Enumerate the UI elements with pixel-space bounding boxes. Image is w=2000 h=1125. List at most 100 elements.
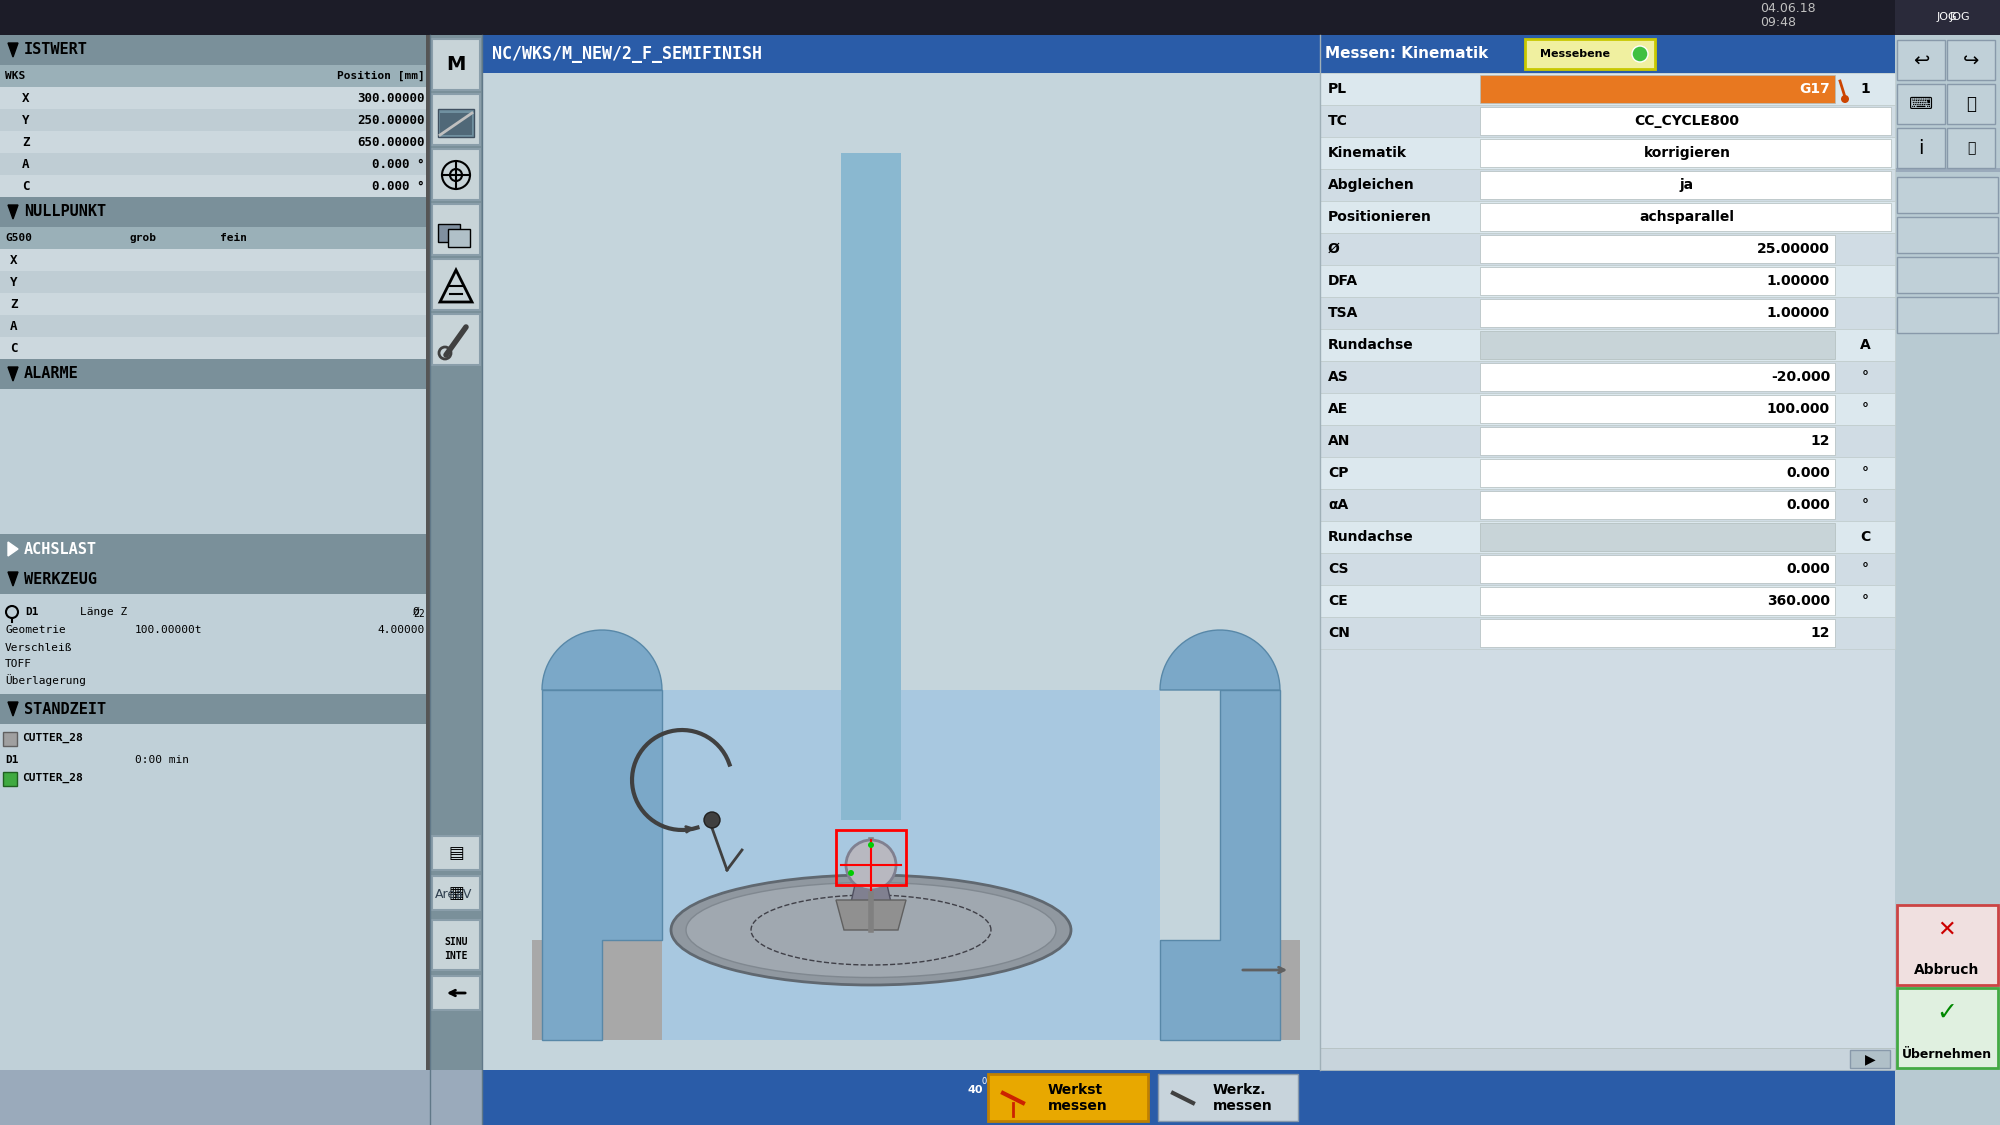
Text: ▶: ▶: [1864, 1052, 1876, 1066]
Bar: [426, 594, 430, 694]
Bar: [1320, 73, 1896, 105]
Text: Messen: Kinematik: Messen: Kinematik: [1324, 46, 1488, 62]
Bar: [1320, 457, 1896, 489]
Bar: [1320, 425, 1896, 457]
Circle shape: [848, 870, 854, 876]
Text: 0.000: 0.000: [1786, 498, 1830, 512]
Bar: [1896, 168, 2000, 172]
Bar: [432, 976, 480, 1010]
Bar: [1480, 587, 1836, 615]
Text: WERKZEUG: WERKZEUG: [24, 572, 96, 586]
Bar: [426, 292, 430, 315]
Bar: [1320, 35, 1896, 73]
Text: AS: AS: [1328, 370, 1348, 384]
Text: A: A: [22, 158, 30, 171]
Text: ✕: ✕: [1938, 920, 1956, 940]
Text: 09:48: 09:48: [1760, 17, 1796, 29]
Bar: [0, 35, 430, 65]
Bar: [0, 197, 430, 227]
Text: TOFF: TOFF: [4, 659, 32, 669]
Text: A: A: [1860, 338, 1870, 352]
Bar: [1480, 75, 1836, 104]
Bar: [1320, 233, 1896, 266]
Bar: [0, 227, 430, 249]
Bar: [426, 35, 430, 65]
Bar: [432, 920, 480, 970]
Polygon shape: [836, 900, 906, 930]
Bar: [0, 1070, 482, 1125]
Polygon shape: [1160, 630, 1280, 690]
Text: 📷: 📷: [1966, 141, 1976, 155]
Bar: [426, 130, 430, 153]
Text: 0.000 °: 0.000 °: [372, 180, 424, 192]
Circle shape: [1840, 94, 1848, 104]
Text: fein: fein: [220, 233, 248, 243]
Polygon shape: [8, 43, 18, 57]
Bar: [0, 292, 430, 315]
Polygon shape: [1160, 690, 1280, 1040]
Bar: [0, 271, 430, 292]
Text: Rundachse: Rundachse: [1328, 338, 1414, 352]
Text: Abgleichen: Abgleichen: [1328, 178, 1414, 192]
Bar: [1480, 490, 1836, 519]
Text: CUTTER_28: CUTTER_28: [22, 732, 82, 744]
Bar: [1320, 105, 1896, 137]
Text: Übernehmen: Übernehmen: [1902, 1048, 1992, 1062]
Bar: [1320, 297, 1896, 328]
Text: Werkst: Werkst: [1048, 1083, 1104, 1097]
Bar: [426, 724, 430, 1070]
Text: CP: CP: [1328, 466, 1348, 480]
Text: 22: 22: [414, 609, 424, 619]
Text: 300.00000: 300.00000: [358, 91, 424, 105]
Bar: [426, 227, 430, 249]
Bar: [1896, 0, 2000, 35]
Bar: [448, 229, 470, 248]
Bar: [482, 1070, 1896, 1125]
Bar: [1320, 616, 1896, 649]
Text: °: °: [1862, 370, 1868, 384]
Text: CS: CS: [1328, 562, 1348, 576]
Bar: [1320, 169, 1896, 201]
Bar: [1480, 140, 1892, 166]
Text: M: M: [446, 55, 466, 74]
Bar: [430, 35, 482, 1125]
Text: NULLPUNKT: NULLPUNKT: [24, 205, 106, 219]
Text: ✓: ✓: [1936, 1001, 1958, 1025]
Bar: [1896, 256, 1998, 292]
Text: SINU: SINU: [444, 937, 468, 947]
Text: -20.000: -20.000: [1770, 370, 1830, 384]
Text: 1.00000: 1.00000: [1766, 306, 1830, 319]
Text: °: °: [1862, 562, 1868, 576]
Text: G17: G17: [1800, 82, 1830, 96]
Bar: [1480, 459, 1836, 487]
Text: 4.00000: 4.00000: [378, 626, 424, 634]
Text: CE: CE: [1328, 594, 1348, 608]
Text: Positionieren: Positionieren: [1328, 210, 1432, 224]
Circle shape: [442, 161, 470, 189]
Bar: [0, 0, 2000, 35]
Text: NC/WKS/M_NEW/2_F_SEMIFINISH: NC/WKS/M_NEW/2_F_SEMIFINISH: [492, 45, 762, 63]
Bar: [426, 249, 430, 271]
Text: X: X: [10, 253, 18, 267]
Bar: [0, 359, 430, 389]
Bar: [1320, 1048, 1896, 1070]
Bar: [1480, 395, 1836, 423]
Polygon shape: [542, 630, 662, 690]
Text: 1: 1: [1860, 82, 1870, 96]
Bar: [0, 694, 430, 724]
Bar: [1896, 84, 1944, 124]
Bar: [0, 315, 430, 338]
Text: 40: 40: [968, 1084, 984, 1095]
Bar: [1320, 328, 1896, 361]
Bar: [1480, 331, 1836, 359]
Bar: [1480, 619, 1836, 647]
Text: ISTWERT: ISTWERT: [24, 43, 88, 57]
Bar: [0, 534, 430, 564]
Text: C: C: [1860, 530, 1870, 544]
Text: TSA: TSA: [1328, 306, 1358, 319]
Text: 100.00000t: 100.00000t: [136, 626, 202, 634]
Bar: [426, 176, 430, 197]
Circle shape: [1632, 46, 1648, 62]
Text: Messebene: Messebene: [1540, 50, 1610, 58]
Bar: [1896, 217, 1998, 253]
